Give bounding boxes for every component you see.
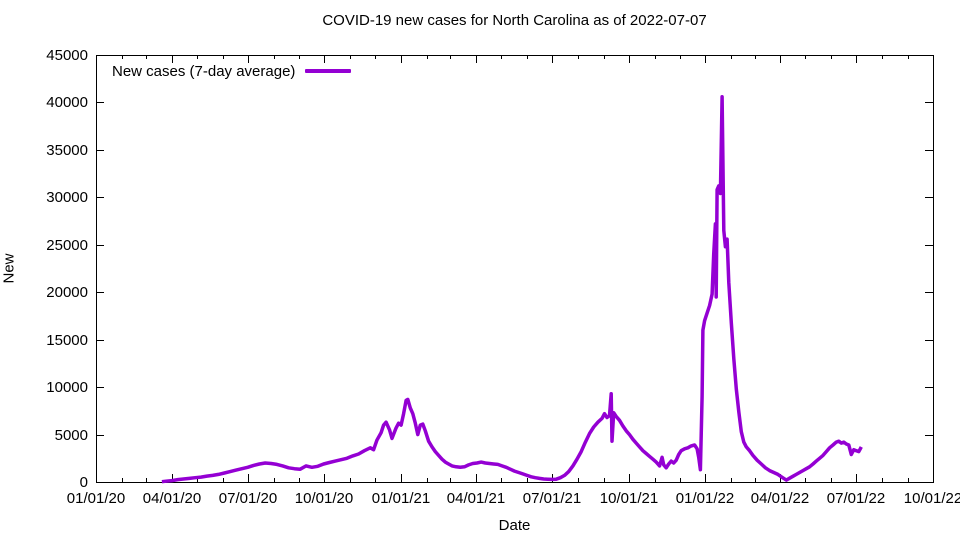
x-tick-label: 01/01/22 bbox=[676, 490, 734, 507]
y-tick-label: 15000 bbox=[46, 332, 88, 349]
y-tick-label: 0 bbox=[80, 474, 88, 491]
y-tick-label: 40000 bbox=[46, 94, 88, 111]
legend: New cases (7-day average) bbox=[112, 62, 352, 80]
x-tick-label: 07/01/21 bbox=[523, 490, 581, 507]
x-tick-label: 04/01/20 bbox=[143, 490, 201, 507]
y-tick-label: 35000 bbox=[46, 142, 88, 159]
x-tick-label: 10/01/21 bbox=[600, 490, 658, 507]
cases-line bbox=[161, 95, 863, 484]
x-tick-label: 07/01/20 bbox=[219, 490, 277, 507]
y-tick-label: 20000 bbox=[46, 284, 88, 301]
plot-border bbox=[96, 55, 934, 483]
chart-title: COVID-19 new cases for North Carolina as… bbox=[322, 12, 707, 29]
x-tick-label: 01/01/20 bbox=[67, 490, 125, 507]
x-tick-label: 04/01/22 bbox=[751, 490, 809, 507]
legend-line-sample bbox=[305, 69, 352, 73]
y-tick-label: 25000 bbox=[46, 237, 88, 254]
axis-ticks bbox=[96, 55, 934, 483]
axis-tick-labels: 01/01/20 04/01/20 07/01/20 10/01/20 01/01/21… bbox=[46, 47, 960, 507]
y-axis-label: New bbox=[0, 253, 18, 284]
x-tick-label: 10/01/20 bbox=[295, 490, 353, 507]
x-axis-label: Date bbox=[498, 517, 531, 534]
x-tick-label: 04/01/21 bbox=[447, 490, 505, 507]
x-tick-label: 07/01/22 bbox=[827, 490, 885, 507]
y-tick-label: 10000 bbox=[46, 379, 88, 396]
y-tick-label: 45000 bbox=[46, 47, 88, 64]
x-tick-label: 10/01/22 bbox=[904, 490, 960, 507]
y-tick-label: 5000 bbox=[55, 427, 88, 444]
legend-label: New cases (7-day average) bbox=[112, 62, 296, 80]
y-tick-label: 30000 bbox=[46, 189, 88, 206]
x-tick-label: 01/01/21 bbox=[372, 490, 430, 507]
